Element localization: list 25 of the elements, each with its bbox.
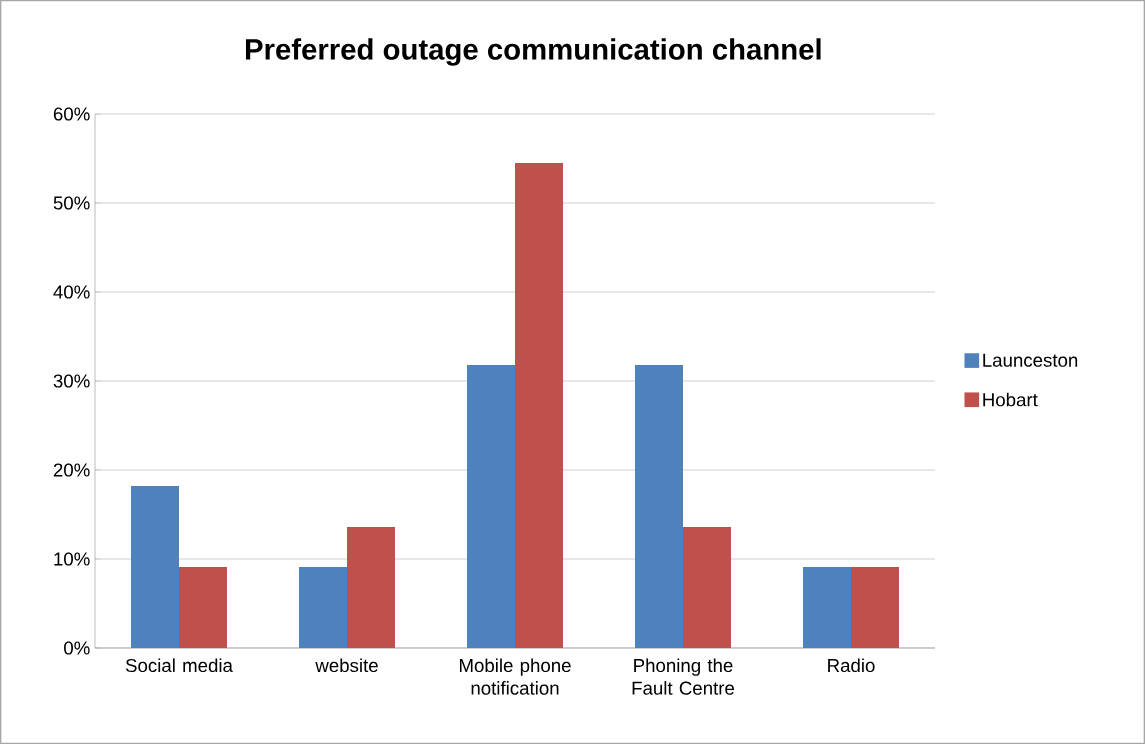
y-tick-label: 50% [53, 196, 90, 210]
bar [467, 364, 515, 648]
bar [683, 526, 732, 648]
y-tick-label: 60% [53, 107, 90, 121]
bar [851, 567, 900, 648]
bar [131, 486, 180, 648]
bar [347, 526, 395, 648]
bar [635, 364, 684, 648]
x-tick-label: Social media [125, 658, 233, 673]
bar [803, 567, 852, 648]
bar [179, 567, 227, 648]
y-tick-label: 40% [53, 285, 90, 299]
y-tick-label: 20% [53, 463, 90, 477]
x-tick-label: Radio [828, 658, 875, 673]
legend-label: Hobart [983, 392, 1038, 407]
y-tick-label: 0% [64, 641, 90, 655]
x-tick-label: Mobile phone notification [459, 658, 571, 695]
x-tick-label: website [315, 658, 378, 673]
x-tick-label: Phoning the Fault Centre [632, 658, 735, 695]
bar [515, 162, 564, 648]
y-tick-label: 30% [53, 374, 90, 388]
legend-label: Launceston [983, 353, 1078, 367]
bar [299, 567, 348, 648]
chart-title: Preferred outage communication channel [245, 38, 821, 66]
y-tick-label: 10% [54, 552, 90, 566]
